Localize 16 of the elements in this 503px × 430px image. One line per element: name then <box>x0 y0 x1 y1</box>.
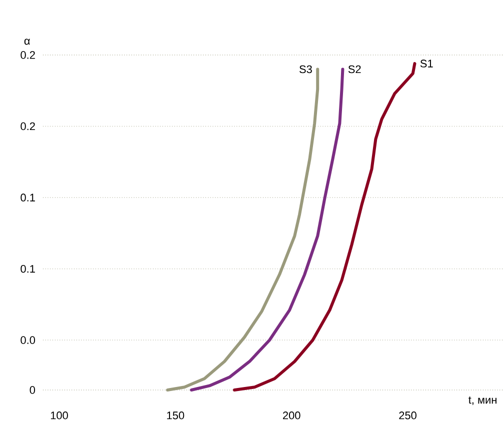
y-tick-label: 0.2 <box>20 51 35 59</box>
x-tick-label: 150 <box>167 412 184 420</box>
series-label: S1 <box>420 60 433 68</box>
x-tick-label: 100 <box>50 412 68 420</box>
y-tick-label: 0 <box>30 386 36 394</box>
x-tick-label: 250 <box>399 412 416 420</box>
y-tick-label: 0.1 <box>20 264 35 273</box>
x-tick-label: 200 <box>282 412 300 420</box>
series-label: S2 <box>348 65 361 74</box>
line-series <box>232 62 416 392</box>
y-tick-label: 0.2 <box>20 122 35 130</box>
x-axis-title: t, мин <box>468 396 496 406</box>
y-tick-label: 0.0 <box>20 336 36 344</box>
y-tick-label: 0.1 <box>20 194 35 202</box>
series-label: S3 <box>300 65 312 74</box>
y-axis-title: α <box>24 38 30 45</box>
